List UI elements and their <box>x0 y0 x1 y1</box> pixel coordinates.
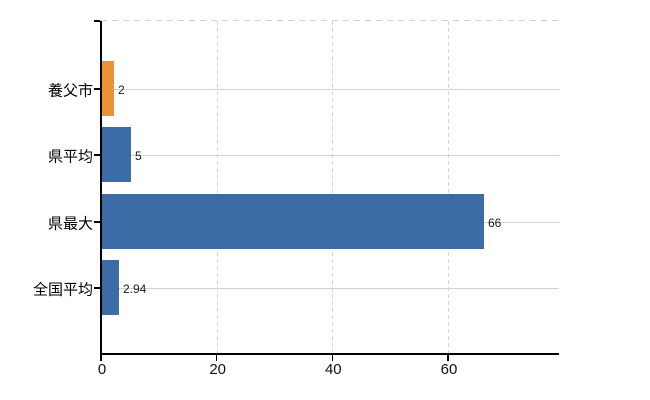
vertical-gridline <box>332 21 333 354</box>
x-tick-label: 20 <box>209 361 226 378</box>
plot-top-border <box>101 20 559 21</box>
x-axis-tick <box>100 355 102 361</box>
bar <box>102 61 114 116</box>
y-axis-tick <box>94 287 100 289</box>
bar <box>102 260 119 315</box>
category-label: 全国平均 <box>32 281 93 299</box>
x-axis-tick <box>447 355 449 361</box>
category-label: 県最大 <box>47 215 93 233</box>
bar <box>102 194 484 249</box>
y-axis-tick <box>94 88 100 90</box>
horizontal-gridline <box>102 288 559 289</box>
vertical-gridline <box>448 21 449 354</box>
x-tick-label: 60 <box>440 361 458 378</box>
horizontal-gridline <box>102 89 559 90</box>
x-axis-tick <box>215 355 218 361</box>
bar-value-label: 66 <box>488 216 502 230</box>
bar-value-label: 5 <box>135 149 142 163</box>
y-axis-line <box>100 21 102 355</box>
bar-value-label: 2 <box>118 83 125 97</box>
y-axis-tick <box>94 154 100 156</box>
x-tick-label: 0 <box>97 361 107 378</box>
vertical-gridline <box>217 21 218 354</box>
horizontal-gridline <box>102 155 559 156</box>
y-axis-tick <box>94 221 100 223</box>
x-axis-line <box>100 353 559 355</box>
x-tick-label: 40 <box>324 361 342 378</box>
category-label: 県平均 <box>47 148 93 166</box>
y-axis-top-tick <box>94 20 100 22</box>
bar-value-label: 2.94 <box>123 282 147 296</box>
bar <box>102 127 131 182</box>
category-label: 養父市 <box>47 82 93 100</box>
x-axis-tick <box>331 355 334 361</box>
